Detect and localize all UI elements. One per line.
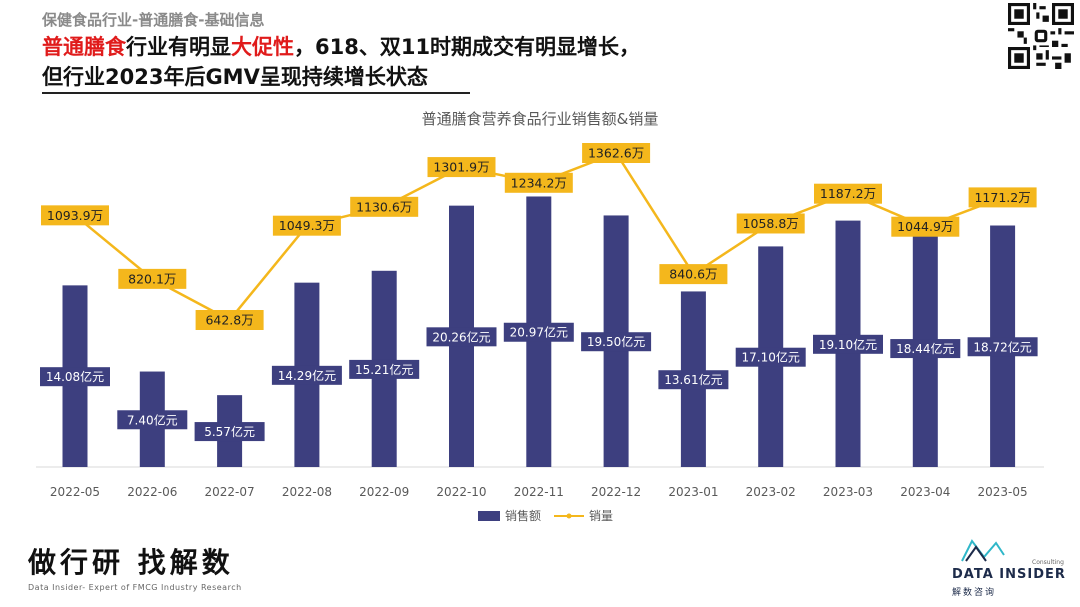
bar-label-box bbox=[271, 365, 342, 385]
headline-text-2: ，618、双11时期成交有明显增长， bbox=[294, 35, 641, 59]
legend-line-label: 销量 bbox=[589, 509, 613, 523]
line-label-box bbox=[118, 268, 187, 289]
headline-line-1: 普通膳食行业有明显大促性，618、双11时期成交有明显增长， bbox=[42, 32, 640, 62]
line-label-box bbox=[272, 215, 341, 236]
bar-label-box bbox=[967, 337, 1038, 357]
line-data-label: 1130.6万 bbox=[356, 199, 412, 214]
line-data-label: 840.6万 bbox=[669, 267, 717, 282]
bar-data-label: 19.10亿元 bbox=[819, 337, 877, 352]
headline-highlight-1: 普通膳食 bbox=[42, 35, 126, 59]
line-label-box bbox=[41, 205, 109, 226]
bar-data-label: 14.29亿元 bbox=[278, 368, 336, 383]
headline-underline bbox=[42, 92, 470, 94]
bar-label-box bbox=[426, 327, 497, 347]
x-tick-label: 2023-03 bbox=[823, 485, 873, 499]
line-data-label: 1301.9万 bbox=[433, 160, 489, 175]
line-label-box bbox=[195, 310, 264, 330]
line-data-label: 1093.9万 bbox=[47, 208, 103, 223]
headline-line-2: 但行业2023年后GMV呈现持续增长状态 bbox=[42, 65, 428, 89]
line-label-box bbox=[582, 143, 651, 163]
bar-label-box bbox=[349, 359, 420, 379]
bar-data-label: 19.50亿元 bbox=[587, 334, 645, 349]
page-headline: 普通膳食行业有明显大促性，618、双11时期成交有明显增长， 但行业2023年后… bbox=[42, 32, 640, 92]
x-tick-label: 2023-02 bbox=[746, 485, 796, 499]
bar-data-label: 13.61亿元 bbox=[664, 372, 722, 387]
line-label-box bbox=[427, 157, 496, 178]
headline-text-1: 行业有明显 bbox=[126, 35, 231, 59]
headline-highlight-2: 大促性 bbox=[231, 35, 294, 59]
x-tick-label: 2022-08 bbox=[282, 485, 332, 499]
logo-text: DATA INSIDER bbox=[952, 567, 1066, 582]
bar-label-box bbox=[735, 347, 806, 367]
legend-line-marker bbox=[566, 513, 572, 519]
bar-data-label: 14.08亿元 bbox=[46, 369, 104, 384]
bar-data-label: 5.57亿元 bbox=[204, 424, 255, 439]
line-data-label: 1058.8万 bbox=[743, 216, 799, 231]
line-data-label: 1362.6万 bbox=[588, 146, 644, 161]
line-label-box bbox=[350, 196, 419, 217]
bar-data-label: 20.26亿元 bbox=[432, 329, 490, 344]
legend-bar-label: 销售额 bbox=[505, 508, 541, 523]
line-data-label: 1187.2万 bbox=[820, 186, 876, 201]
bar-label-box bbox=[813, 334, 883, 354]
x-tick-label: 2022-10 bbox=[436, 485, 486, 499]
line-label-box bbox=[736, 213, 805, 234]
legend-bar-swatch bbox=[478, 511, 500, 521]
bar-data-label: 18.72亿元 bbox=[973, 339, 1031, 354]
x-tick-label: 2023-01 bbox=[668, 485, 718, 499]
breadcrumb: 保健食品行业-普通膳食-基础信息 bbox=[42, 11, 265, 29]
bar-label-box bbox=[117, 410, 188, 430]
bar-label-box bbox=[658, 370, 729, 390]
data-insider-logo: Consulting DATA INSIDER 解数咨询 bbox=[952, 535, 1065, 605]
bar-label-box bbox=[40, 367, 110, 387]
x-tick-label: 2022-09 bbox=[359, 485, 409, 499]
line-data-label: 642.8万 bbox=[205, 313, 253, 328]
line-data-label: 1234.2万 bbox=[511, 175, 567, 190]
bar-label-box bbox=[194, 422, 265, 442]
x-tick-label: 2022-06 bbox=[127, 485, 177, 499]
line-label-box bbox=[659, 264, 728, 285]
bar-data-label: 18.44亿元 bbox=[896, 341, 954, 356]
line-label-box bbox=[968, 187, 1037, 208]
slogan: 做行研 找解数 bbox=[28, 546, 234, 579]
logo-chinese: 解数咨询 bbox=[952, 588, 997, 598]
x-tick-label: 2023-05 bbox=[978, 485, 1028, 499]
line-data-label: 1171.2万 bbox=[974, 190, 1030, 205]
line-data-label: 820.1万 bbox=[128, 271, 176, 286]
x-tick-label: 2022-11 bbox=[514, 485, 564, 499]
bar-label-box bbox=[890, 339, 961, 359]
bar-label-box bbox=[503, 322, 574, 342]
bar-data-label: 20.97亿元 bbox=[510, 325, 568, 340]
line-data-label: 1049.3万 bbox=[279, 218, 335, 233]
line-label-box bbox=[504, 172, 573, 193]
logo-consulting: Consulting bbox=[1032, 559, 1064, 566]
chart-legend: 销售额 销量 bbox=[478, 508, 613, 523]
line-data-label: 1044.9万 bbox=[897, 219, 953, 234]
bar-data-label: 7.40亿元 bbox=[127, 412, 178, 427]
x-tick-label: 2022-12 bbox=[591, 485, 641, 499]
qr-code-icon bbox=[1008, 3, 1074, 69]
x-tick-label: 2022-07 bbox=[205, 485, 255, 499]
x-tick-label: 2022-05 bbox=[50, 485, 100, 499]
logo-mark-icon bbox=[961, 539, 1005, 562]
chart-title: 普通膳食营养食品行业销售额&销量 bbox=[422, 110, 659, 128]
slogan-subtitle: Data Insider- Expert of FMCG Industry Re… bbox=[28, 583, 242, 592]
line-label-box bbox=[814, 183, 882, 204]
bar-data-label: 15.21亿元 bbox=[355, 362, 413, 377]
x-tick-label: 2023-04 bbox=[900, 485, 950, 499]
bar-label-box bbox=[581, 332, 652, 352]
line-label-box bbox=[891, 216, 960, 237]
bar-data-label: 17.10亿元 bbox=[742, 350, 800, 365]
